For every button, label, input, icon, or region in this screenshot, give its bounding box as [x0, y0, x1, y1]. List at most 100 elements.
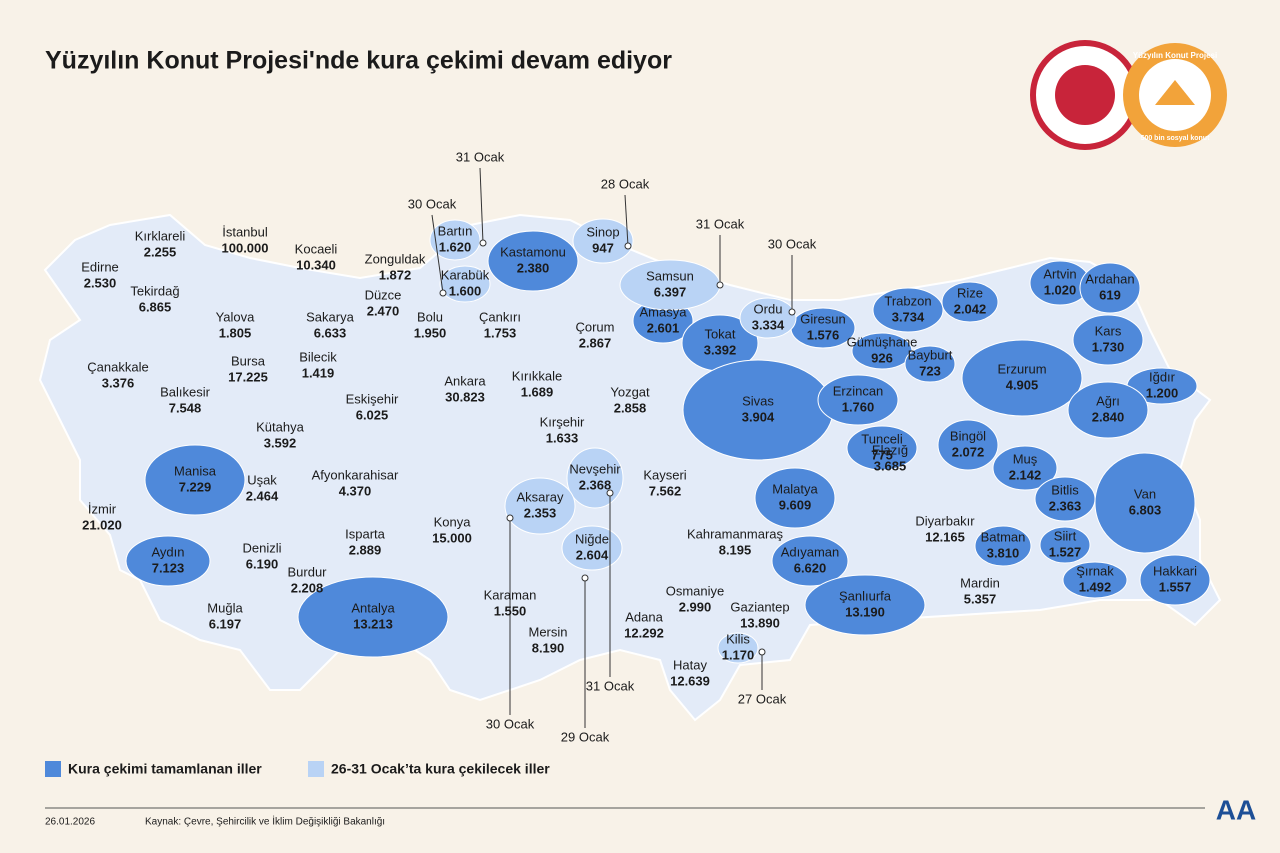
province-value: 2.208 [291, 580, 324, 595]
province-name: Mardin [960, 575, 1000, 590]
province-region [1094, 452, 1196, 554]
province-name: Ardahan [1085, 271, 1134, 286]
province-name: Erzurum [997, 361, 1046, 376]
province-value: 1.689 [521, 384, 554, 399]
province-name: Kastamonu [500, 244, 566, 259]
province-value: 2.990 [679, 599, 712, 614]
regions [125, 218, 1211, 664]
province-name: Nevşehir [569, 461, 621, 476]
footer-source: Kaynak: Çevre, Şehircilik ve İklim Değiş… [145, 815, 385, 828]
province-name: Yalova [216, 309, 256, 324]
province-region [504, 477, 576, 535]
province-name: Adana [625, 609, 663, 624]
province-value: 1.170 [722, 647, 755, 662]
province-region [771, 535, 849, 587]
province-name: Şırnak [1076, 563, 1114, 578]
province-name: Niğde [575, 531, 609, 546]
logos: Yüzyılın Konut Projesi 500 bin sosyal ko… [1030, 40, 1227, 150]
province-value: 7.123 [152, 560, 185, 575]
province-value: 2.867 [579, 335, 612, 350]
province-name: Karabük [441, 267, 490, 282]
province-name: Gümüşhane [847, 334, 918, 349]
logo-text: Yüzyılın Konut Projesi [1133, 51, 1217, 60]
province-region [974, 525, 1032, 567]
draw-date: 31 Ocak [586, 678, 635, 693]
province-region [872, 287, 944, 333]
province-value: 1.020 [1044, 282, 1077, 297]
agency-logo: AA [1216, 794, 1256, 825]
draw-date: 30 Ocak [408, 196, 457, 211]
province-region [561, 525, 623, 571]
province-name: Hakkari [1153, 563, 1197, 578]
province-value: 3.392 [704, 342, 737, 357]
province-name: Erzincan [833, 383, 884, 398]
leader-dot [439, 289, 447, 297]
province-name: İzmir [88, 501, 117, 516]
province-name: Artvin [1043, 266, 1076, 281]
province-name: Diyarbakır [915, 513, 975, 528]
province-name: Bitlis [1051, 482, 1079, 497]
province-name: Malatya [772, 481, 818, 496]
province-name: Elazığ [872, 442, 908, 457]
province-region [429, 219, 481, 261]
province-name: Aydın [151, 544, 184, 559]
province-region [1039, 526, 1091, 564]
leader-dot [479, 239, 487, 247]
province-value: 13.213 [353, 616, 393, 631]
province-name: Muş [1013, 451, 1038, 466]
province-value: 8.190 [532, 640, 565, 655]
province-value: 1.550 [494, 603, 527, 618]
province-name: Trabzon [884, 293, 931, 308]
province-value: 2.601 [647, 320, 680, 335]
province-value: 619 [1099, 287, 1121, 302]
draw-date: 30 Ocak [486, 716, 535, 731]
province-name: Muğla [207, 600, 243, 615]
province-value: 1.557 [1159, 579, 1192, 594]
province-value: 2.072 [952, 444, 985, 459]
province-name: Bingöl [950, 428, 986, 443]
province-value: 1.805 [219, 325, 252, 340]
province-value: 1.200 [1146, 385, 1179, 400]
province-value: 15.000 [432, 530, 472, 545]
province-value: 2.363 [1049, 498, 1082, 513]
province-name: Osmaniye [666, 583, 725, 598]
province-region [717, 632, 759, 664]
province-region [1079, 262, 1141, 314]
province-value: 2.368 [579, 477, 612, 492]
province-name: Antalya [351, 600, 395, 615]
draw-date: 31 Ocak [456, 149, 505, 164]
province-region [144, 444, 246, 516]
province-value: 2.042 [954, 301, 987, 316]
province-name: Tokat [704, 326, 735, 341]
province-region [904, 345, 956, 383]
province-value: 1.872 [379, 267, 412, 282]
province-value: 6.633 [314, 325, 347, 340]
province-region [1067, 381, 1149, 439]
province-name: Batman [981, 529, 1026, 544]
province-name: Kocaeli [295, 241, 338, 256]
province-region [297, 576, 449, 658]
draw-date: 28 Ocak [601, 176, 650, 191]
leader-dot [606, 489, 614, 497]
legend-swatch [45, 761, 61, 777]
province-value: 1.600 [449, 283, 482, 298]
province-value: 2.889 [349, 542, 382, 557]
province-value: 7.562 [649, 483, 682, 498]
draw-date: 31 Ocak [696, 216, 745, 231]
province-region [1072, 314, 1144, 366]
province-region [961, 339, 1083, 417]
leader-dot [624, 242, 632, 250]
province-name: Giresun [800, 311, 846, 326]
province-value: 12.639 [670, 673, 710, 688]
province-region [941, 281, 999, 323]
province-value: 1.620 [439, 239, 472, 254]
province-value: 3.592 [264, 435, 297, 450]
province-name: Düzce [365, 287, 402, 302]
legend-label: Kura çekimi tamamlanan iller [68, 761, 262, 777]
leader-dot [788, 308, 796, 316]
province-name: Gaziantep [730, 599, 789, 614]
province-value: 30.823 [445, 389, 485, 404]
province-name: Uşak [247, 472, 277, 487]
province-value: 947 [592, 240, 614, 255]
province-region [739, 297, 797, 339]
